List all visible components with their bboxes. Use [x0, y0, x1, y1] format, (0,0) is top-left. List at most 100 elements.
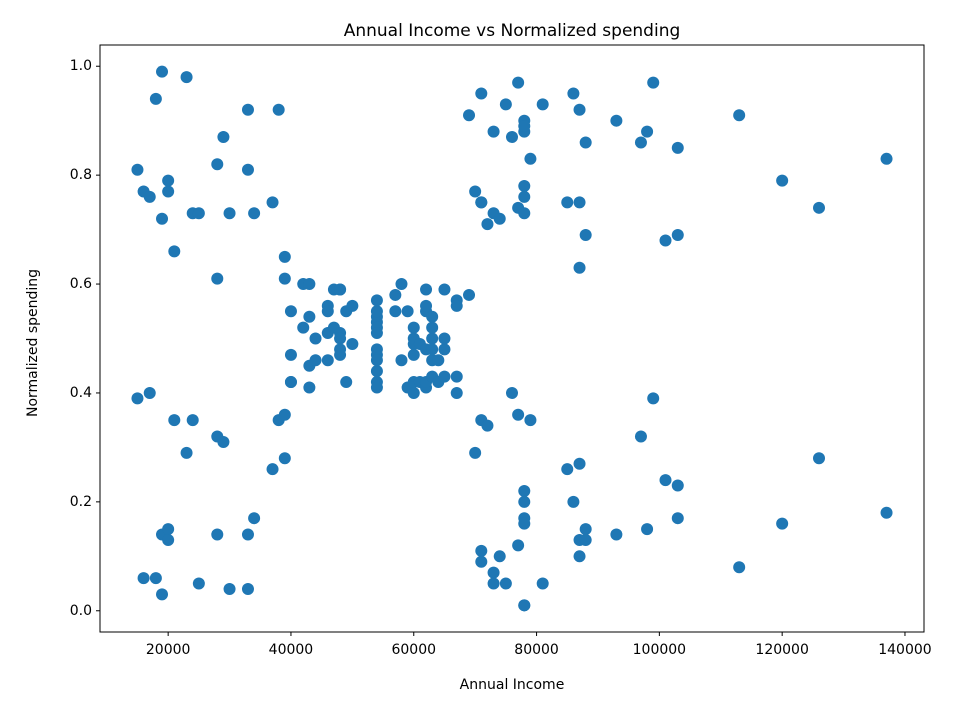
point [733, 561, 746, 574]
y-tick-label: 0.8 [70, 167, 92, 183]
point [284, 305, 297, 318]
point [346, 337, 359, 350]
x-tick-label: 60000 [391, 642, 436, 658]
point [186, 414, 199, 427]
point [309, 354, 322, 367]
point [641, 523, 654, 536]
point [634, 430, 647, 443]
point [512, 539, 525, 552]
point [536, 577, 549, 590]
point [192, 577, 205, 590]
point [579, 229, 592, 242]
y-tick-label: 0.2 [70, 494, 92, 510]
point [420, 299, 433, 312]
point [334, 332, 347, 345]
point [579, 136, 592, 149]
point [561, 196, 574, 209]
point [217, 435, 230, 448]
point [401, 305, 414, 318]
y-tick-label: 0.0 [70, 603, 92, 619]
point [241, 528, 254, 541]
point [278, 408, 291, 421]
point [733, 109, 746, 122]
point [426, 310, 439, 323]
x-tick-label: 40000 [269, 642, 314, 658]
point [223, 207, 236, 220]
point [512, 76, 525, 89]
point [407, 321, 420, 334]
point [241, 163, 254, 176]
point [180, 71, 193, 84]
point [524, 414, 537, 427]
point [156, 212, 169, 225]
point [321, 354, 334, 367]
point [303, 278, 316, 291]
point [438, 283, 451, 296]
point [573, 550, 586, 563]
point [671, 229, 684, 242]
point [579, 533, 592, 546]
point [475, 87, 488, 100]
chart-title: Annual Income vs Normalized spending [344, 21, 681, 41]
point [211, 158, 224, 171]
point [524, 152, 537, 165]
point [131, 392, 144, 405]
point [671, 512, 684, 525]
point [518, 599, 531, 612]
point [579, 523, 592, 536]
point [297, 321, 310, 334]
point [659, 474, 672, 487]
point [506, 386, 518, 399]
point [573, 196, 586, 209]
point [573, 103, 586, 116]
point [143, 190, 156, 203]
point [389, 288, 402, 301]
y-axis-label: Normalized spending [25, 269, 41, 417]
point [671, 141, 684, 154]
point [647, 76, 660, 89]
point [284, 376, 297, 389]
point [266, 196, 279, 209]
point [211, 528, 224, 541]
point [272, 103, 285, 116]
point [395, 354, 408, 367]
point [776, 174, 789, 187]
point [426, 332, 439, 345]
point [149, 572, 162, 585]
point [438, 332, 451, 345]
point [156, 65, 169, 78]
point [450, 299, 463, 312]
point [567, 87, 580, 100]
point [481, 218, 494, 231]
point [168, 245, 181, 258]
point [248, 512, 261, 525]
point [634, 136, 647, 149]
point [278, 452, 291, 465]
point [334, 283, 347, 296]
point [278, 250, 291, 263]
point [309, 332, 322, 345]
point [469, 446, 482, 459]
point [162, 523, 175, 536]
point [487, 566, 500, 579]
point [370, 343, 383, 356]
point [438, 370, 451, 383]
point [162, 533, 175, 546]
point [156, 588, 169, 601]
y-tick-label: 0.6 [70, 276, 92, 292]
point [463, 109, 476, 122]
point [162, 185, 175, 198]
point [407, 348, 420, 361]
point [475, 196, 488, 209]
point [450, 386, 463, 399]
point [340, 376, 353, 389]
point [334, 348, 347, 361]
point [241, 103, 254, 116]
point [671, 479, 684, 492]
point [370, 381, 383, 394]
point [475, 555, 488, 568]
point [518, 484, 531, 497]
point [162, 174, 175, 187]
point [518, 190, 531, 203]
